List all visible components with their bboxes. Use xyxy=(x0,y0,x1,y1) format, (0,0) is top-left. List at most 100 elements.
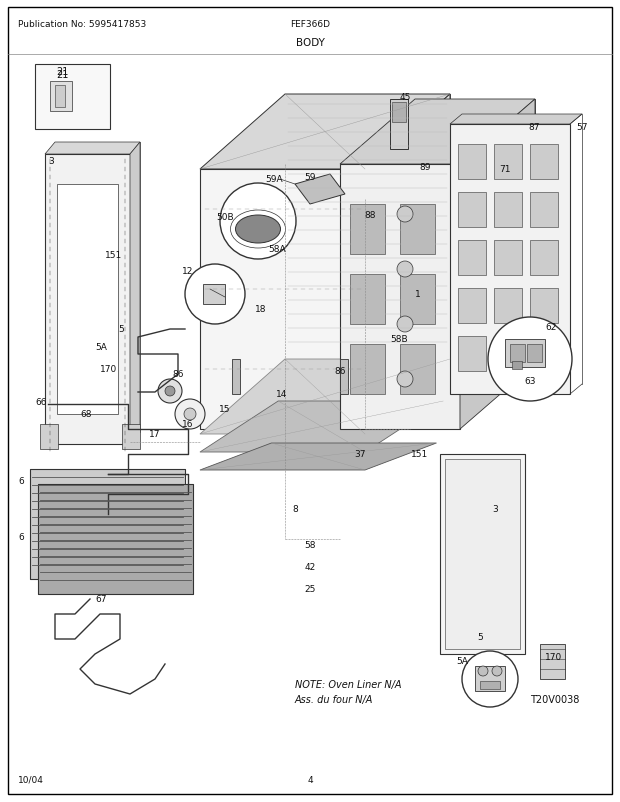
Polygon shape xyxy=(45,155,130,444)
Polygon shape xyxy=(200,402,443,452)
Text: 151: 151 xyxy=(412,450,428,459)
Bar xyxy=(530,192,558,228)
Bar xyxy=(494,145,522,180)
Bar xyxy=(400,345,435,395)
Text: BODY: BODY xyxy=(296,38,324,48)
Bar xyxy=(458,192,486,228)
Circle shape xyxy=(397,371,413,387)
Circle shape xyxy=(478,666,488,676)
Bar xyxy=(400,205,435,255)
Bar xyxy=(494,241,522,276)
Text: 25: 25 xyxy=(304,585,316,593)
Text: 50B: 50B xyxy=(216,213,234,222)
Circle shape xyxy=(165,387,175,396)
Text: 3: 3 xyxy=(48,157,54,166)
Bar xyxy=(530,145,558,180)
Text: 151: 151 xyxy=(105,250,122,259)
Bar xyxy=(494,192,522,228)
Bar xyxy=(494,289,522,323)
Polygon shape xyxy=(295,175,345,205)
Text: 10/04: 10/04 xyxy=(18,775,44,784)
Text: 71: 71 xyxy=(499,165,511,174)
Polygon shape xyxy=(200,359,450,435)
Bar xyxy=(530,289,558,323)
Circle shape xyxy=(184,408,196,420)
Polygon shape xyxy=(38,484,193,594)
Bar xyxy=(480,681,500,689)
Bar xyxy=(458,337,486,371)
Text: 3: 3 xyxy=(492,505,498,514)
Text: 89: 89 xyxy=(419,164,431,172)
Bar xyxy=(350,345,385,395)
Text: 18: 18 xyxy=(255,305,267,314)
Text: 86: 86 xyxy=(172,370,184,379)
Text: 58B: 58B xyxy=(390,335,407,344)
Polygon shape xyxy=(340,100,535,164)
Bar xyxy=(458,145,486,180)
Circle shape xyxy=(185,265,245,325)
Bar xyxy=(527,345,542,363)
Circle shape xyxy=(397,317,413,333)
Text: 86: 86 xyxy=(334,367,346,376)
Text: 59A: 59A xyxy=(265,176,283,184)
Text: 8: 8 xyxy=(292,505,298,514)
Text: 14: 14 xyxy=(277,390,288,399)
Bar xyxy=(458,289,486,323)
Polygon shape xyxy=(415,100,535,365)
Bar xyxy=(475,666,505,691)
Text: 170: 170 xyxy=(545,653,562,662)
Text: 15: 15 xyxy=(219,405,231,414)
Polygon shape xyxy=(45,143,140,155)
Text: 37: 37 xyxy=(354,450,366,459)
Text: 170: 170 xyxy=(100,365,117,374)
Bar xyxy=(530,337,558,371)
Bar xyxy=(494,337,522,371)
Text: 16: 16 xyxy=(182,420,193,429)
Text: 6: 6 xyxy=(18,477,24,486)
Circle shape xyxy=(462,651,518,707)
Bar xyxy=(530,241,558,276)
Text: 5: 5 xyxy=(477,633,483,642)
Polygon shape xyxy=(130,143,140,444)
Bar xyxy=(38,484,193,594)
Text: 6: 6 xyxy=(18,533,24,542)
Bar xyxy=(510,345,525,363)
Polygon shape xyxy=(450,125,570,395)
Bar xyxy=(350,205,385,255)
Bar xyxy=(340,359,348,395)
Bar xyxy=(540,644,565,679)
Polygon shape xyxy=(30,469,185,579)
Circle shape xyxy=(397,261,413,277)
Ellipse shape xyxy=(236,216,280,244)
Text: 68: 68 xyxy=(80,410,92,419)
Bar xyxy=(232,359,240,395)
Polygon shape xyxy=(200,95,450,170)
Polygon shape xyxy=(365,95,450,429)
Text: 17: 17 xyxy=(149,430,161,439)
Polygon shape xyxy=(460,100,535,429)
Text: 4: 4 xyxy=(307,775,313,784)
Circle shape xyxy=(488,318,572,402)
Text: T20V0038: T20V0038 xyxy=(530,695,579,704)
Polygon shape xyxy=(285,95,450,354)
Text: 5A: 5A xyxy=(456,657,468,666)
Text: 88: 88 xyxy=(364,210,376,219)
Bar xyxy=(440,455,525,654)
Bar xyxy=(30,469,185,579)
Bar xyxy=(40,424,58,449)
Text: 57: 57 xyxy=(576,124,588,132)
Bar xyxy=(203,285,225,305)
Circle shape xyxy=(220,184,296,260)
Bar xyxy=(512,362,522,370)
Bar xyxy=(122,424,140,449)
Circle shape xyxy=(158,379,182,403)
Bar xyxy=(458,241,486,276)
Bar xyxy=(445,460,520,649)
Text: 59: 59 xyxy=(304,173,316,182)
Text: 58: 58 xyxy=(304,541,316,550)
Bar xyxy=(55,86,65,107)
Circle shape xyxy=(397,207,413,223)
Text: 87: 87 xyxy=(528,124,539,132)
Polygon shape xyxy=(340,164,460,429)
Text: 63: 63 xyxy=(525,377,536,386)
